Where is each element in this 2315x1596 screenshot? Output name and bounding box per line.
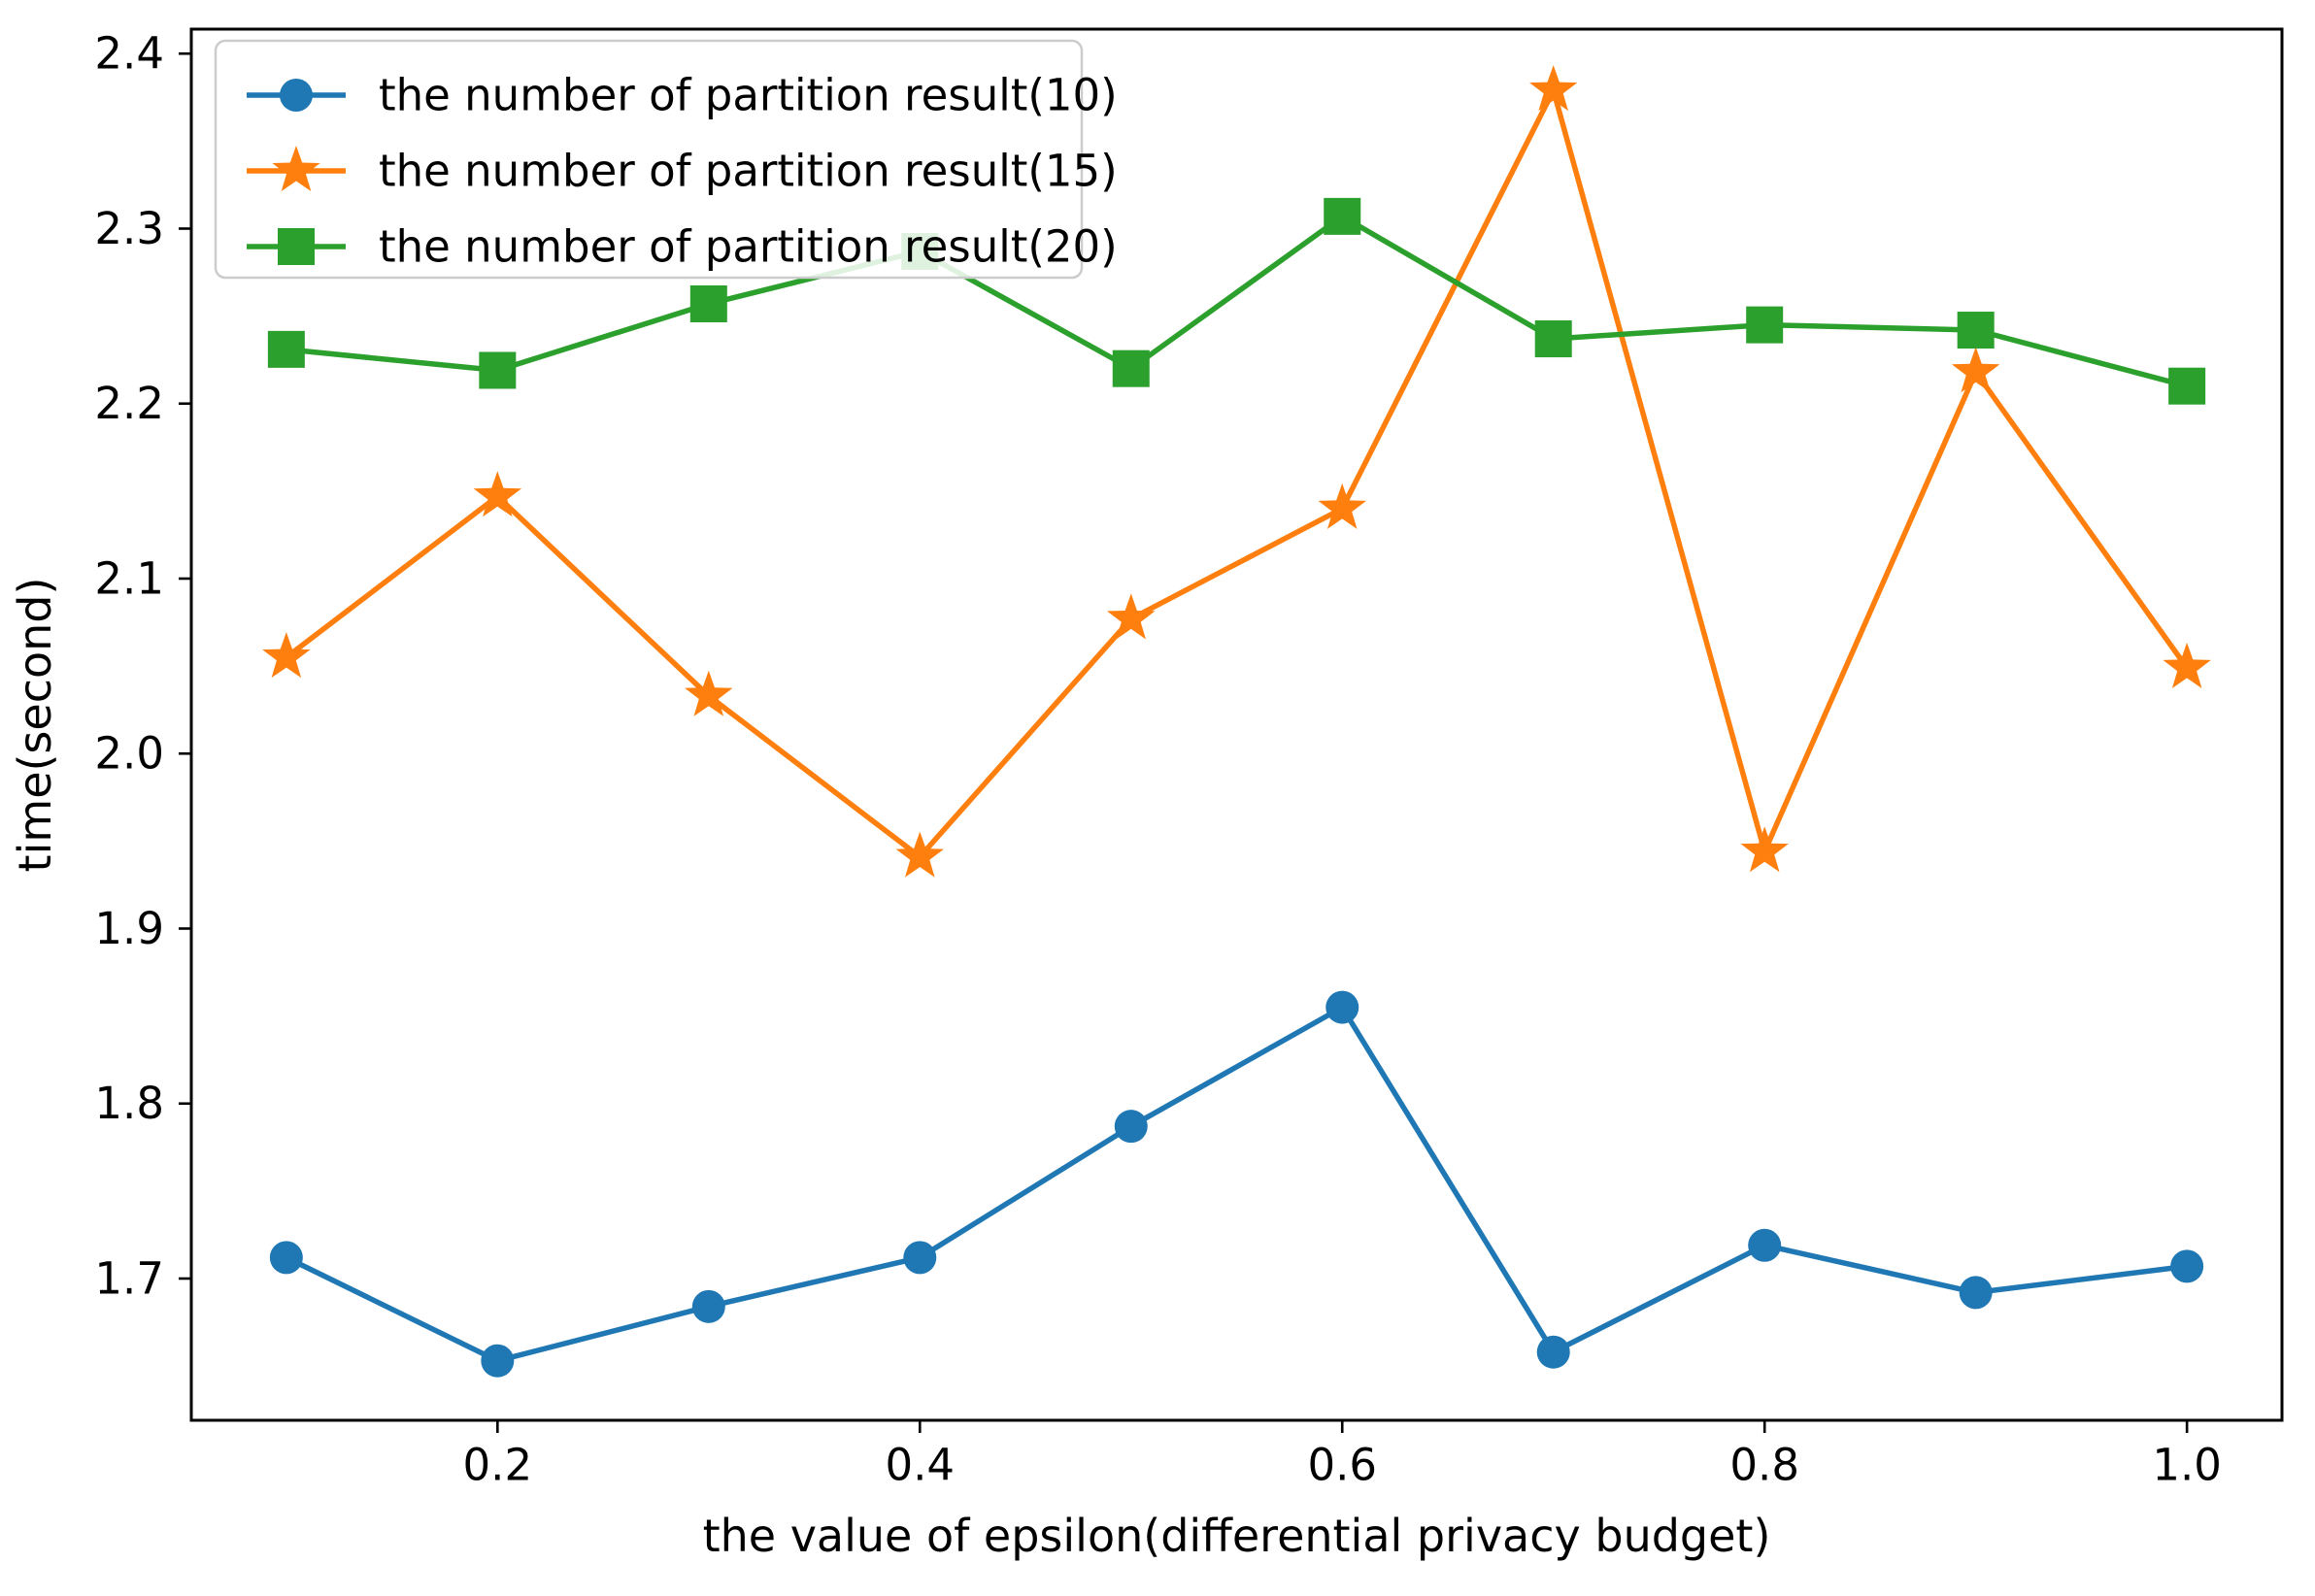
x-tick-label: 0.2 xyxy=(463,1440,533,1491)
series-marker-1 xyxy=(1318,482,1366,529)
series-marker-0 xyxy=(1536,1335,1570,1369)
y-tick-label: 2.2 xyxy=(94,378,164,429)
series-marker-1 xyxy=(895,831,944,878)
plot-border xyxy=(189,27,2284,1422)
series-marker-0 xyxy=(691,1289,725,1323)
series-marker-1 xyxy=(1740,826,1789,873)
series-marker-0 xyxy=(903,1241,937,1275)
legend-swatch-marker xyxy=(278,228,315,265)
series-marker-1 xyxy=(1107,593,1156,640)
series-marker-0 xyxy=(481,1344,515,1378)
series-marker-1 xyxy=(473,471,522,517)
series-marker-1 xyxy=(2163,642,2211,688)
y-tick-label: 1.7 xyxy=(94,1252,164,1304)
y-tick-label: 1.9 xyxy=(94,903,164,954)
legend-label: the number of partition result(20) xyxy=(379,221,1118,273)
series-line-2 xyxy=(284,214,2190,389)
x-tick-label: 0.6 xyxy=(1307,1440,1377,1491)
series-marker-1 xyxy=(1529,65,1578,112)
series-marker-0 xyxy=(269,1241,303,1275)
y-tick-label: 2.1 xyxy=(94,552,164,604)
y-tick-label: 1.8 xyxy=(94,1078,164,1129)
series-marker-0 xyxy=(1114,1110,1148,1144)
legend-box xyxy=(214,39,1084,280)
series-line-0 xyxy=(284,1004,2190,1364)
series-marker-0 xyxy=(2170,1249,2204,1283)
series-marker-2 xyxy=(1534,320,1572,358)
x-tick-label: 0.4 xyxy=(885,1440,955,1491)
y-axis-label: time(second) xyxy=(9,578,61,873)
series-marker-0 xyxy=(1325,990,1359,1024)
series-marker-2 xyxy=(1324,197,1361,235)
series-marker-2 xyxy=(479,351,517,389)
series-marker-1 xyxy=(262,632,311,679)
x-axis-label: the value of epsilon(differential privac… xyxy=(703,1510,1771,1562)
y-tick-label: 2.3 xyxy=(94,203,164,254)
legend-label: the number of partition result(15) xyxy=(379,146,1118,197)
y-tick-label: 2.4 xyxy=(94,28,164,80)
series-line-1 xyxy=(284,87,2190,860)
legend-label: the number of partition result(10) xyxy=(379,70,1118,121)
legend-swatch-marker xyxy=(272,146,320,191)
x-tick-label: 0.8 xyxy=(1729,1440,1799,1491)
series-marker-1 xyxy=(1951,347,2000,393)
y-tick-label: 2.0 xyxy=(94,728,164,780)
series-marker-2 xyxy=(1112,349,1150,387)
series-marker-2 xyxy=(1957,312,1995,349)
x-tick-label: 1.0 xyxy=(2152,1440,2222,1491)
legend-swatch-marker xyxy=(280,79,313,112)
series-marker-2 xyxy=(689,284,727,322)
series-marker-0 xyxy=(1748,1228,1782,1262)
series-marker-0 xyxy=(1959,1276,1993,1310)
series-marker-2 xyxy=(2168,367,2206,405)
series-marker-2 xyxy=(267,330,305,368)
series-marker-1 xyxy=(685,670,733,716)
series-marker-2 xyxy=(1746,306,1784,344)
